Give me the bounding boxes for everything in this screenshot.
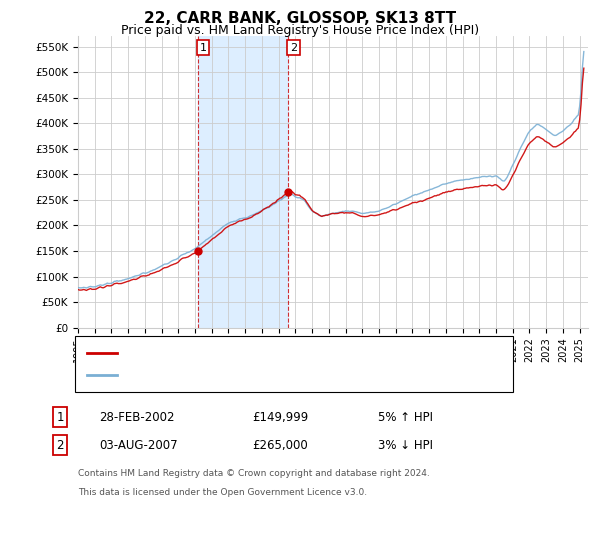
Text: 3% ↓ HPI: 3% ↓ HPI (378, 438, 433, 452)
Text: 5% ↑ HPI: 5% ↑ HPI (378, 410, 433, 424)
Text: 03-AUG-2007: 03-AUG-2007 (99, 438, 178, 452)
Text: 1: 1 (56, 410, 64, 424)
Text: £265,000: £265,000 (252, 438, 308, 452)
Text: 2: 2 (56, 438, 64, 452)
Text: This data is licensed under the Open Government Licence v3.0.: This data is licensed under the Open Gov… (78, 488, 367, 497)
Bar (198, 36, 289, 328)
Text: Price paid vs. HM Land Registry's House Price Index (HPI): Price paid vs. HM Land Registry's House … (121, 24, 479, 36)
Text: 28-FEB-2002: 28-FEB-2002 (99, 410, 175, 424)
Text: £149,999: £149,999 (252, 410, 308, 424)
Text: 1: 1 (200, 43, 206, 53)
Text: 22, CARR BANK, GLOSSOP, SK13 8TT (detached house): 22, CARR BANK, GLOSSOP, SK13 8TT (detach… (123, 348, 431, 358)
Text: HPI: Average price, detached house, High Peak: HPI: Average price, detached house, High… (123, 370, 385, 380)
Text: 2: 2 (290, 43, 297, 53)
Text: 22, CARR BANK, GLOSSOP, SK13 8TT: 22, CARR BANK, GLOSSOP, SK13 8TT (144, 11, 456, 26)
Text: Contains HM Land Registry data © Crown copyright and database right 2024.: Contains HM Land Registry data © Crown c… (78, 469, 430, 478)
